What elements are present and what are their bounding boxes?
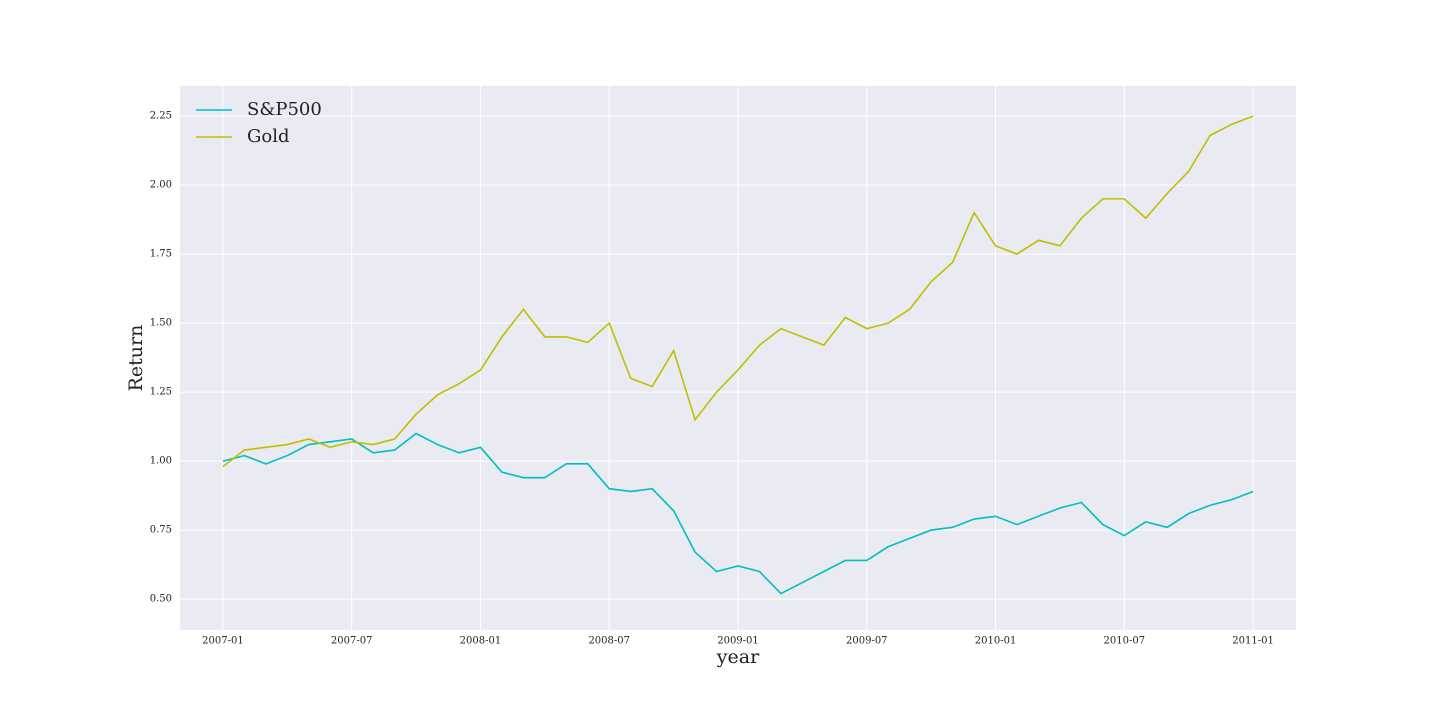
x-axis-label: year xyxy=(716,646,760,668)
x-tick-label: 2008-07 xyxy=(588,636,630,647)
series-line xyxy=(222,115,1254,468)
y-tick-label: 0.50 xyxy=(150,594,172,605)
grid xyxy=(180,86,1296,630)
x-tick-label: 2011-01 xyxy=(1232,636,1274,647)
x-tick-label: 2008-01 xyxy=(460,636,502,647)
x-tick-label: 2009-07 xyxy=(846,636,888,647)
legend-label: S&P500 xyxy=(247,99,322,120)
y-axis-label: Return xyxy=(125,325,147,392)
y-tick-label: 1.75 xyxy=(150,249,172,260)
x-tick-label: 2010-01 xyxy=(975,636,1017,647)
x-tick-label: 2009-01 xyxy=(717,636,759,647)
y-tick-label: 0.75 xyxy=(150,525,172,536)
y-tick-label: 2.25 xyxy=(150,111,172,122)
y-tick-label: 1.25 xyxy=(150,387,172,398)
series-line xyxy=(222,432,1254,595)
lines xyxy=(222,115,1254,595)
x-tick-label: 2007-07 xyxy=(331,636,373,647)
legend-label: Gold xyxy=(247,126,290,147)
y-tick-label: 2.00 xyxy=(150,180,172,191)
x-tick-label: 2007-01 xyxy=(202,636,244,647)
y-tick-label: 1.00 xyxy=(150,456,172,467)
x-tick-label: 2010-07 xyxy=(1104,636,1146,647)
y-tick-label: 1.50 xyxy=(150,318,172,329)
